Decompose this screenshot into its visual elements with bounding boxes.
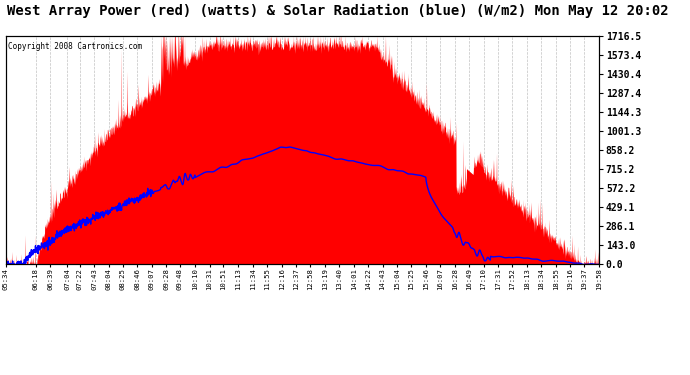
- Text: Copyright 2008 Cartronics.com: Copyright 2008 Cartronics.com: [8, 42, 143, 51]
- Text: West Array Power (red) (watts) & Solar Radiation (blue) (W/m2) Mon May 12 20:02: West Array Power (red) (watts) & Solar R…: [7, 4, 669, 18]
